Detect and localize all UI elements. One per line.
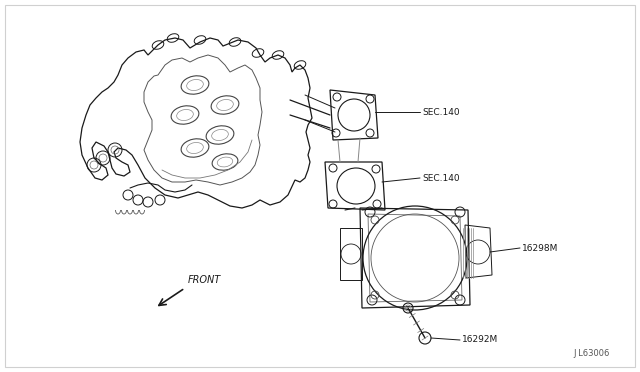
Text: 16292M: 16292M [462, 336, 499, 344]
Text: SEC.140: SEC.140 [422, 173, 460, 183]
Text: FRONT: FRONT [188, 275, 221, 285]
Text: J L63006: J L63006 [573, 349, 610, 358]
Text: SEC.140: SEC.140 [422, 108, 460, 116]
Text: 16298M: 16298M [522, 244, 558, 253]
